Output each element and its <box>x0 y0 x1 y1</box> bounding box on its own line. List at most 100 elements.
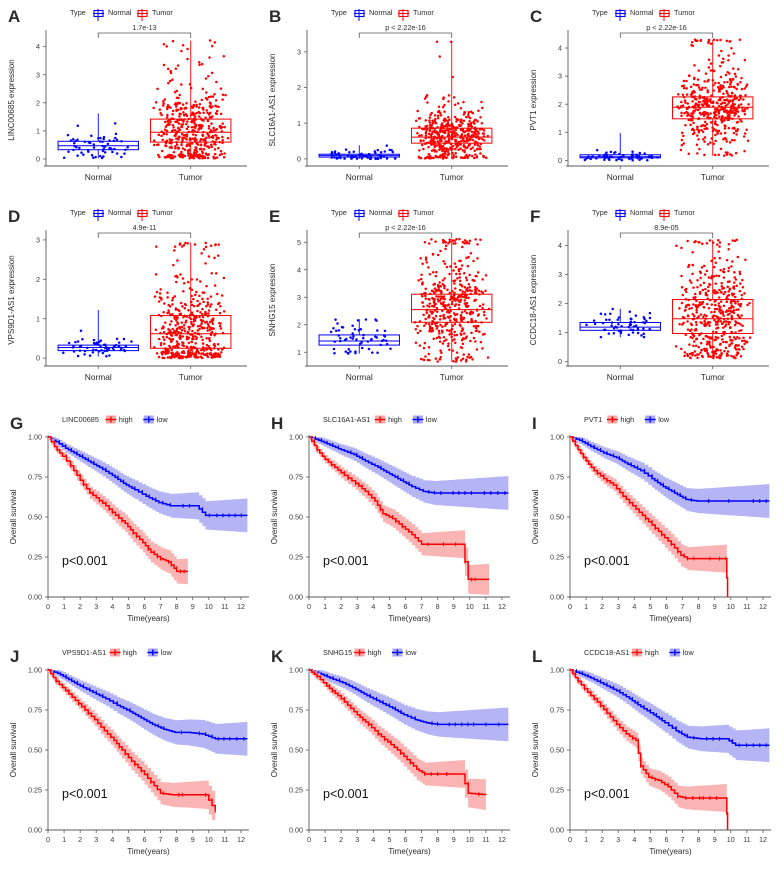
legend-label: low <box>426 415 438 424</box>
p-value-label: p < 2.22e-16 <box>385 223 426 232</box>
x-tick-label: 12 <box>759 835 767 844</box>
x-tick-label: 11 <box>482 602 489 611</box>
legend-label: Tumor <box>152 208 173 217</box>
legend-key-low <box>391 648 403 657</box>
y-tick-label: 2 <box>36 275 40 284</box>
x-tick-label: 1 <box>62 602 66 611</box>
y-tick-label: 1 <box>558 328 562 337</box>
survival-panel-k: K SNHG15 high low 0.00 0.25 0.50 0.75 1.00 0 1 2 3 4 5… <box>261 636 522 869</box>
legend-key-low <box>412 415 424 424</box>
panel-letter: J <box>10 647 19 666</box>
x-category-label: Tumor <box>440 172 464 182</box>
survival-legend: LINC00685 high low <box>62 415 168 424</box>
panel-letter: H <box>271 414 283 433</box>
y-tick-label: 0.50 <box>550 513 564 522</box>
x-tick-label: 1 <box>323 835 327 844</box>
y-tick-label: 0.75 <box>550 473 564 482</box>
legend-key-normal <box>354 9 365 21</box>
y-tick-label: 0.75 <box>28 473 42 482</box>
y-tick-label: 0.50 <box>289 513 303 522</box>
y-tick-label: 3 <box>297 293 301 302</box>
x-category-label: Tumor <box>440 372 464 382</box>
survival-legend: SLC16A1-AS1 high low <box>323 415 438 424</box>
survival-panel-g: G LINC00685 high low 0.00 0.25 0.50 0.75 1.00 0 1 2… <box>0 403 261 636</box>
survival-legend: SNHG15 high low <box>323 648 417 657</box>
legend-gene-label: CCDC18-AS1 <box>584 648 629 657</box>
legend-title: Type <box>331 208 347 217</box>
survival-curve-low <box>309 436 509 510</box>
x-category-label: Normal <box>607 372 634 382</box>
legend-label: high <box>645 648 659 657</box>
survival-curve <box>48 436 248 517</box>
legend-key-high <box>374 415 386 424</box>
x-category-label: Normal <box>346 372 373 382</box>
survival-curve <box>309 436 509 494</box>
legend-key-tumor <box>398 209 409 221</box>
y-tick-label: 0.75 <box>28 706 42 715</box>
x-tick-label: 5 <box>126 835 130 844</box>
survival-panel-l: L CCDC18-AS1 high low 0.00 0.25 0.50 0.75 1.00 0 1… <box>522 636 783 869</box>
y-tick-label: 0.25 <box>289 786 303 795</box>
y-tick-label: 0.25 <box>289 553 303 562</box>
y-axis-title: Overall survival <box>270 722 279 777</box>
survival-curve-high <box>570 669 729 830</box>
y-axis-title: Overall survival <box>9 489 18 544</box>
x-tick-label: 2 <box>600 835 604 844</box>
y-tick-label: 3 <box>558 270 562 279</box>
p-value-label: p<0.001 <box>323 554 369 568</box>
x-axis-title: Time(years) <box>127 847 170 856</box>
boxplot-legend: Type Normal Tumor <box>70 8 173 21</box>
x-tick-label: 3 <box>94 835 98 844</box>
x-tick-label: 3 <box>94 602 98 611</box>
legend-key-normal <box>615 209 626 221</box>
y-tick-label: 0.75 <box>289 473 303 482</box>
survival-curve-high <box>309 436 490 596</box>
confidence-band <box>570 437 728 597</box>
p-value-label: p<0.001 <box>62 554 108 568</box>
x-tick-label: 2 <box>339 602 343 611</box>
x-tick-label: 5 <box>648 602 652 611</box>
p-value-label: p<0.001 <box>323 787 369 801</box>
x-tick-label: 3 <box>355 835 359 844</box>
x-tick-label: 1 <box>323 602 327 611</box>
confidence-band <box>48 437 248 533</box>
y-tick-label: 0.25 <box>550 553 564 562</box>
boxplot-legend: Type Normal Tumor <box>331 8 434 21</box>
p-value-label: p<0.001 <box>584 787 630 801</box>
legend-title: Type <box>592 8 608 17</box>
x-tick-label: 6 <box>664 602 668 611</box>
x-category-label: Normal <box>346 172 373 182</box>
y-tick-label: 2 <box>558 100 562 109</box>
y-axis-title: SLC16A1-AS1 expression <box>268 54 277 147</box>
y-tick-label: 0.25 <box>28 786 42 795</box>
boxplot-group-normal <box>579 307 661 339</box>
legend-key-low <box>147 648 159 657</box>
y-tick-label: 0 <box>36 354 40 363</box>
y-tick-label: 0 <box>558 156 562 165</box>
legend-gene-label: LINC00685 <box>62 415 99 424</box>
x-tick-label: 6 <box>664 835 668 844</box>
legend-gene-label: VPS9D1-AS1 <box>62 648 106 657</box>
x-tick-label: 10 <box>205 602 213 611</box>
x-tick-label: 7 <box>159 602 163 611</box>
legend-label: Tumor <box>674 8 695 17</box>
y-tick-label: 1 <box>36 314 40 323</box>
legend-key-low <box>644 415 656 424</box>
panel-letter: F <box>530 207 540 226</box>
x-tick-label: 3 <box>355 602 359 611</box>
x-tick-label: 9 <box>713 835 717 844</box>
legend-key-high <box>105 415 117 424</box>
x-tick-label: 1 <box>584 835 588 844</box>
y-tick-label: 0.00 <box>550 593 564 602</box>
x-tick-label: 12 <box>759 602 767 611</box>
y-tick-label: 3 <box>297 47 301 56</box>
x-tick-label: 11 <box>743 602 750 611</box>
boxplot-panel-e: E Type Normal Tumor 1 2 3 4 5 SNHG15 expression p … <box>261 200 522 400</box>
y-tick-label: 4 <box>297 265 301 274</box>
x-tick-label: 8 <box>697 602 701 611</box>
x-tick-label: 5 <box>387 602 391 611</box>
y-tick-label: 1.00 <box>28 666 42 675</box>
confidence-band <box>570 670 728 830</box>
y-tick-label: 1.00 <box>28 433 42 442</box>
x-tick-label: 1 <box>62 835 66 844</box>
